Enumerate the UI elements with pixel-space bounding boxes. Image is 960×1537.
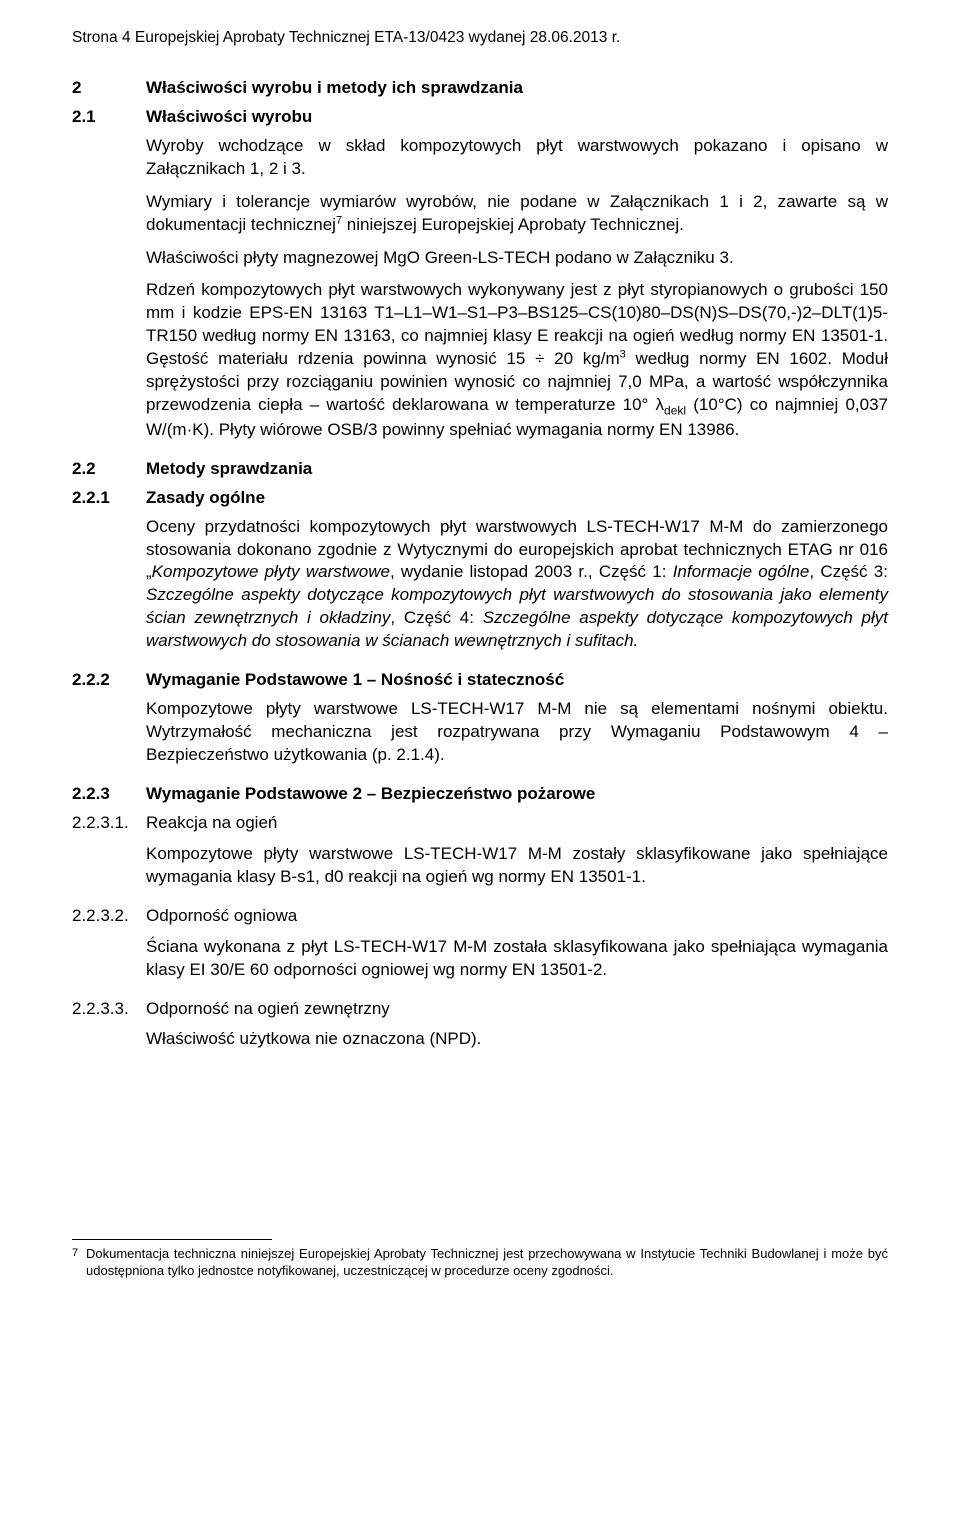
paragraph: Właściwość użytkowa nie oznaczona (NPD). [146,1028,888,1051]
italic-text: Kompozytowe płyty warstwowe [152,562,390,581]
section-number: 2.2.3.2. [72,905,146,928]
section-2-2-3-2: 2.2.3.2. Odporność ogniowa [72,905,888,928]
paragraph: Ściana wykonana z płyt LS-TECH-W17 M-M z… [146,936,888,982]
spacer [72,516,146,664]
text: niniejszej Europejskiej Aprobaty Technic… [342,215,684,234]
text-column: Ściana wykonana z płyt LS-TECH-W17 M-M z… [146,936,888,992]
section-number: 2.2.3.3. [72,998,146,1021]
page: Strona 4 Europejskiej Aprobaty Techniczn… [0,0,960,1537]
section-number: 2.2.2 [72,669,146,692]
subscript: dekl [664,404,686,418]
section-title: Metody sprawdzania [146,458,888,481]
section-number: 2.1 [72,106,146,129]
section-2-2-2: 2.2.2 Wymaganie Podstawowe 1 – Nośność i… [72,669,888,692]
italic-text: Informacje ogólne [673,562,810,581]
spacer [72,843,146,899]
paragraph: Kompozytowe płyty warstwowe LS-TECH-W17 … [146,843,888,889]
section-title: Odporność ogniowa [146,905,888,928]
section-title: Odporność na ogień zewnętrzny [146,998,888,1021]
section-number: 2.2 [72,458,146,481]
text-column: Oceny przydatności kompozytowych płyt wa… [146,516,888,664]
section-body: Kompozytowe płyty warstwowe LS-TECH-W17 … [72,698,888,777]
paragraph: Wymiary i tolerancje wymiarów wyrobów, n… [146,191,888,237]
page-header: Strona 4 Europejskiej Aprobaty Techniczn… [72,28,888,49]
text-column: Wyroby wchodzące w skład kompozytowych p… [146,135,888,452]
paragraph: Rdzeń kompozytowych płyt warstwowych wyk… [146,279,888,441]
text-column: Kompozytowe płyty warstwowe LS-TECH-W17 … [146,843,888,899]
paragraph: Właściwości płyty magnezowej MgO Green-L… [146,247,888,270]
paragraph: Wyroby wchodzące w skład kompozytowych p… [146,135,888,181]
text-column: Właściwość użytkowa nie oznaczona (NPD). [146,1028,888,1061]
section-2-2-3-3: 2.2.3.3. Odporność na ogień zewnętrzny [72,998,888,1021]
text: , Część 4: [390,608,482,627]
section-title: Reakcja na ogień [146,812,888,835]
section-body: Ściana wykonana z płyt LS-TECH-W17 M-M z… [72,936,888,992]
section-2-1: 2.1 Właściwości wyrobu [72,106,888,129]
text: , wydanie listopad 2003 r., Część 1: [390,562,673,581]
footnote-number: 7 [72,1246,86,1280]
section-number: 2.2.3 [72,783,146,806]
section-body: Wyroby wchodzące w skład kompozytowych p… [72,135,888,452]
section-2-2-3-1: 2.2.3.1. Reakcja na ogień [72,812,888,835]
footnote-text: Dokumentacja techniczna niniejszej Europ… [86,1246,888,1280]
spacer [72,135,146,452]
section-2-2: 2.2 Metody sprawdzania [72,458,888,481]
section-title: Właściwości wyrobu [146,106,888,129]
spacer [72,698,146,777]
section-title: Zasady ogólne [146,487,888,510]
section-body: Oceny przydatności kompozytowych płyt wa… [72,516,888,664]
section-body: Właściwość użytkowa nie oznaczona (NPD). [72,1028,888,1061]
section-2-2-3: 2.2.3 Wymaganie Podstawowe 2 – Bezpiecze… [72,783,888,806]
text: , Część 3: [809,562,888,581]
section-number: 2 [72,77,146,100]
section-title: Wymaganie Podstawowe 2 – Bezpieczeństwo … [146,783,888,806]
spacer [72,936,146,992]
section-title: Wymaganie Podstawowe 1 – Nośność i state… [146,669,888,692]
footnote: 7 Dokumentacja techniczna niniejszej Eur… [72,1246,888,1280]
paragraph: Kompozytowe płyty warstwowe LS-TECH-W17 … [146,698,888,767]
text-column: Kompozytowe płyty warstwowe LS-TECH-W17 … [146,698,888,777]
spacer [72,1067,888,1227]
paragraph: Oceny przydatności kompozytowych płyt wa… [146,516,888,654]
section-number: 2.2.3.1. [72,812,146,835]
section-2-2-1: 2.2.1 Zasady ogólne [72,487,888,510]
footnote-rule [72,1239,272,1240]
section-number: 2.2.1 [72,487,146,510]
section-title: Właściwości wyrobu i metody ich sprawdza… [146,77,888,100]
section-body: Kompozytowe płyty warstwowe LS-TECH-W17 … [72,843,888,899]
spacer [72,1028,146,1061]
section-2: 2 Właściwości wyrobu i metody ich sprawd… [72,77,888,100]
